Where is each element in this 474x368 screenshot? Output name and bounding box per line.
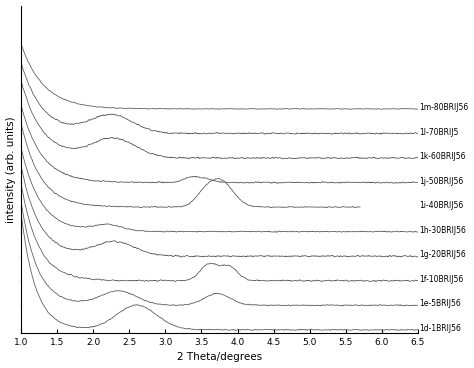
Text: 1f-10BRIJ56: 1f-10BRIJ56 [419, 275, 464, 284]
Text: 1d-1BRIJ56: 1d-1BRIJ56 [419, 324, 461, 333]
X-axis label: 2 Theta/degrees: 2 Theta/degrees [177, 353, 262, 362]
Text: 1h-30BRIJ56: 1h-30BRIJ56 [419, 226, 466, 235]
Y-axis label: intensity (arb. units): intensity (arb. units) [6, 116, 16, 223]
Text: 1e-5BRIJ56: 1e-5BRIJ56 [419, 300, 461, 308]
Text: 1k-60BRIJ56: 1k-60BRIJ56 [419, 152, 466, 161]
Text: 1m-80BRIJ56: 1m-80BRIJ56 [419, 103, 469, 112]
Text: 1j-50BRIJ56: 1j-50BRIJ56 [419, 177, 464, 186]
Text: 1l-70BRIJ5: 1l-70BRIJ5 [419, 128, 459, 137]
Text: 1i-40BRIJ56: 1i-40BRIJ56 [419, 201, 464, 210]
Text: 1g-20BRIJ56: 1g-20BRIJ56 [419, 250, 466, 259]
